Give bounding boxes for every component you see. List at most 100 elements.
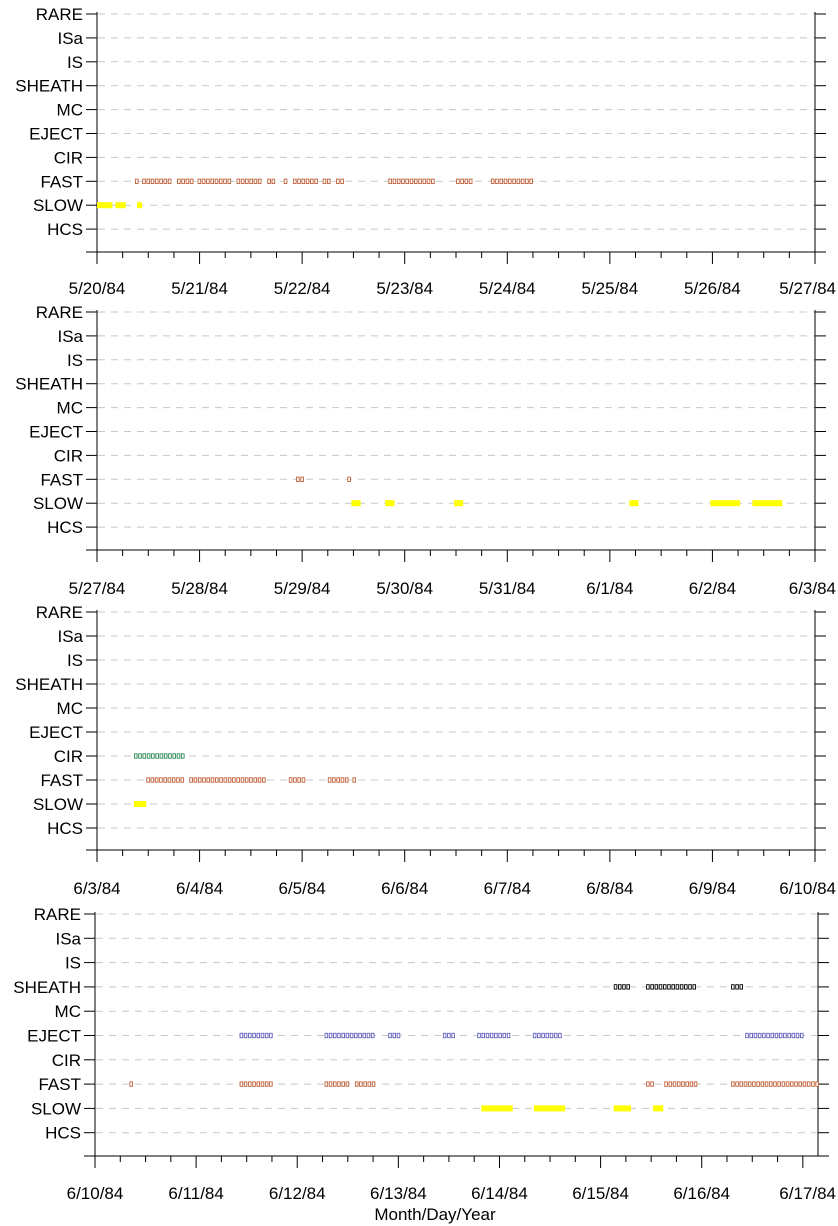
segment-marker xyxy=(770,1032,775,1039)
segment-marker xyxy=(154,777,159,783)
segment-marker xyxy=(671,984,675,990)
category-label-mc: MC xyxy=(55,1002,81,1021)
category-label-is: IS xyxy=(67,651,83,670)
segment-marker xyxy=(327,777,332,783)
segment-marker xyxy=(232,777,236,783)
category-label-slow: SLOW xyxy=(33,795,83,814)
segment-marker xyxy=(418,178,422,184)
segment-marker xyxy=(354,1032,358,1039)
category-label-fast: FAST xyxy=(40,172,83,191)
date-tick-label: 6/13/84 xyxy=(370,1184,427,1203)
date-tick-label: 6/10/84 xyxy=(67,1184,124,1203)
segment-sheath xyxy=(731,984,744,990)
segment-marker xyxy=(269,1081,273,1087)
segment-marker xyxy=(545,1032,550,1039)
segment-marker xyxy=(409,178,414,184)
category-label-sheath: SHEATH xyxy=(15,77,83,96)
segment-marker xyxy=(654,984,659,990)
segment-marker xyxy=(749,1032,753,1039)
segment-marker xyxy=(685,1081,689,1087)
date-tick-label: 5/27/84 xyxy=(779,279,836,298)
segment-marker xyxy=(256,1081,261,1087)
segment-marker xyxy=(626,984,630,990)
panel-1: RARE ISa IS SHEATH MC EJECT CIR FAST SLOW HCS 5/20… xyxy=(15,5,836,298)
segment-marker xyxy=(762,1032,766,1039)
segment-marker xyxy=(756,1081,760,1087)
segment-fast xyxy=(352,777,357,783)
segment-marker xyxy=(201,178,206,184)
category-label-slow: SLOW xyxy=(33,494,83,513)
segment-marker xyxy=(358,1032,362,1039)
category-label-mc: MC xyxy=(57,699,83,718)
segment-fast xyxy=(296,476,304,482)
segment-marker xyxy=(248,1081,252,1087)
segment-marker xyxy=(240,178,245,184)
segment-marker xyxy=(658,984,663,990)
date-tick-label: 5/30/84 xyxy=(376,579,433,598)
category-label-cir: CIR xyxy=(52,1051,81,1070)
segment-marker xyxy=(431,178,435,184)
segment-marker xyxy=(451,1032,455,1039)
segment-marker xyxy=(558,1032,562,1039)
date-tick-label: 6/12/84 xyxy=(269,1184,326,1203)
segment-marker xyxy=(676,1081,681,1087)
segment-fast xyxy=(388,178,435,184)
segment-marker xyxy=(684,984,688,990)
segment-marker xyxy=(167,777,172,783)
segment-marker xyxy=(494,1032,498,1039)
segment-marker xyxy=(664,1081,668,1087)
segment-marker xyxy=(800,1032,804,1039)
segment-eject xyxy=(442,1032,455,1039)
segment-marker xyxy=(257,777,262,783)
segment-marker xyxy=(781,1081,786,1087)
segment-marker xyxy=(218,178,223,184)
segment-marker xyxy=(133,753,138,759)
segment-marker xyxy=(138,753,142,759)
segment-marker xyxy=(503,178,508,184)
category-label-rare: RARE xyxy=(36,5,83,24)
segment-marker xyxy=(159,178,163,184)
segment-marker xyxy=(301,777,306,783)
segment-fast xyxy=(142,178,172,184)
segment-marker xyxy=(180,753,185,759)
date-tick-label: 5/26/84 xyxy=(684,279,741,298)
segment-marker xyxy=(300,476,304,482)
segment-slow xyxy=(653,1105,664,1112)
segment-slow xyxy=(629,500,639,507)
date-tick-label: 6/8/84 xyxy=(586,879,633,898)
segment-marker xyxy=(245,178,249,184)
segment-marker xyxy=(757,1032,762,1039)
segment-marker xyxy=(322,178,327,184)
date-tick-label: 6/7/84 xyxy=(484,879,531,898)
segment-marker xyxy=(297,178,301,184)
segment-marker xyxy=(485,1032,490,1039)
segment-marker xyxy=(370,1032,375,1039)
segment-marker xyxy=(249,777,253,783)
segment-marker xyxy=(502,1032,507,1039)
segment-marker xyxy=(679,984,684,990)
category-label-isa: ISa xyxy=(55,929,81,948)
segment-fast xyxy=(129,1081,133,1087)
category-label-slow: SLOW xyxy=(31,1099,81,1118)
segment-marker xyxy=(257,178,262,184)
segment-marker xyxy=(296,476,300,482)
segment-marker xyxy=(344,777,349,783)
segment-marker xyxy=(180,777,185,783)
segment-marker xyxy=(151,753,155,759)
segment-marker xyxy=(769,1081,773,1087)
date-tick-label: 6/16/84 xyxy=(673,1184,730,1203)
segment-marker xyxy=(210,777,215,783)
segment-marker xyxy=(672,1081,677,1087)
segment-marker xyxy=(477,1032,481,1039)
segment-marker xyxy=(189,777,193,783)
category-label-cir: CIR xyxy=(54,148,83,167)
date-tick-label: 5/29/84 xyxy=(274,579,331,598)
segment-marker xyxy=(135,178,139,184)
segment-marker xyxy=(646,984,650,990)
segment-marker xyxy=(293,777,297,783)
segment-slow xyxy=(351,500,361,507)
segment-marker xyxy=(219,777,223,783)
segment-marker xyxy=(297,777,301,783)
segment-marker xyxy=(236,777,240,783)
segment-marker xyxy=(328,1081,333,1087)
